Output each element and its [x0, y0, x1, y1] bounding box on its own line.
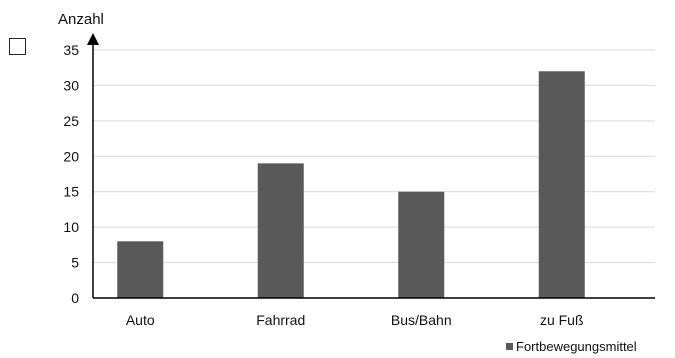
y-tick-label: 20	[63, 148, 79, 164]
bar-1	[257, 163, 304, 298]
x-tick-labels: Auto Fahrrad Bus/Bahn zu Fuß	[126, 312, 584, 328]
y-axis-arrow-icon	[87, 33, 99, 45]
bar-3	[538, 71, 585, 298]
answer-checkbox[interactable]	[9, 38, 26, 55]
legend: Fortbewegungsmittel	[506, 339, 637, 354]
bars	[117, 71, 585, 298]
bar-0	[117, 241, 164, 298]
y-tick-label: 35	[63, 42, 79, 58]
legend-label: Fortbewegungsmittel	[516, 339, 637, 354]
y-tick-label: 25	[63, 113, 79, 129]
x-tick-label: Auto	[126, 312, 155, 328]
y-tick-label: 10	[63, 219, 79, 235]
legend-swatch	[506, 343, 513, 350]
y-tick-label: 5	[71, 255, 79, 271]
y-tick-label: 0	[71, 290, 79, 306]
y-tick-label: 15	[63, 184, 79, 200]
bar-2	[398, 191, 445, 298]
y-tick-labels: 0 5 10 15 20 25 30 35	[63, 42, 79, 306]
y-axis-label: Anzahl	[58, 11, 104, 28]
x-tick-label: Bus/Bahn	[391, 312, 452, 328]
x-tick-label: Fahrrad	[256, 312, 305, 328]
y-tick-label: 30	[63, 77, 79, 93]
x-tick-label: zu Fuß	[540, 312, 584, 328]
